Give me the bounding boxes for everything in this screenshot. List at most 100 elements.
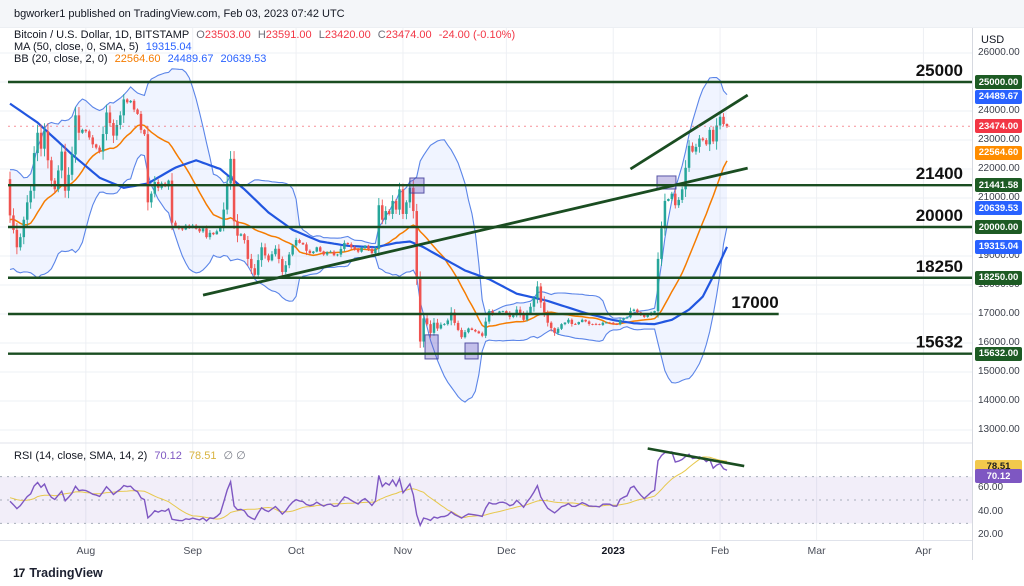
candle-body	[532, 298, 536, 307]
candle-body	[153, 182, 157, 194]
candle-body	[591, 323, 594, 325]
rsi-axis-badge[interactable]: 70.12	[975, 469, 1022, 484]
ma-legend[interactable]: MA (50, close, 0, SMA, 5) 19315.04	[14, 41, 196, 53]
ohlc-open-label: O	[196, 29, 205, 41]
candle-body	[287, 254, 291, 266]
rsi-legend[interactable]: RSI (14, close, SMA, 14, 2) 70.12 78.51 …	[14, 449, 250, 462]
candle-body	[694, 146, 698, 152]
candle-body	[222, 209, 225, 227]
price-axis-badge[interactable]: 22564.60	[975, 145, 1022, 160]
candle-body	[381, 205, 384, 220]
candle-body	[260, 247, 263, 261]
candle-body	[250, 258, 253, 269]
time-axis-label: Apr	[915, 545, 932, 557]
candle-body	[405, 202, 408, 214]
candle-body	[622, 318, 625, 320]
candle-body	[711, 129, 715, 142]
publish-info-text: bgworker1 published on TradingView.com, …	[14, 8, 345, 20]
chart-area[interactable]: 25000 21400 20000 18250 17000 15632	[0, 28, 972, 540]
price-axis-badge[interactable]: 23474.00	[975, 119, 1022, 134]
candle-body	[656, 258, 660, 312]
price-axis-badge[interactable]: 19315.04	[975, 239, 1022, 254]
order-block-box[interactable]	[464, 342, 479, 360]
candle-body	[594, 324, 598, 325]
candle-body	[15, 229, 19, 248]
candle-body	[443, 324, 446, 325]
candle-body	[36, 132, 39, 154]
ohlc-high-label: H	[257, 29, 266, 41]
trend-line[interactable]	[629, 93, 749, 171]
trend-line[interactable]	[202, 166, 748, 297]
candle-body	[725, 124, 729, 127]
candle-body	[577, 322, 581, 325]
candle-body	[32, 153, 36, 191]
price-axis-badge[interactable]: 15632.00	[975, 346, 1022, 361]
price-axis-badge[interactable]: 20639.53	[975, 201, 1022, 216]
price-axis[interactable]: USD 26000.00 24000.00 23000.00 22000.00 2100…	[972, 28, 1024, 560]
candle-body	[636, 309, 639, 313]
candle-body	[412, 187, 415, 212]
candle-body	[625, 317, 629, 319]
price-axis-label: 15000.00	[978, 366, 1020, 377]
price-axis-badge[interactable]: 18250.00	[975, 270, 1022, 285]
candle-body	[219, 227, 222, 232]
candle-body	[136, 109, 139, 114]
candle-body	[322, 251, 325, 255]
ma-legend-title[interactable]: MA (50, close, 0, SMA, 5)	[14, 41, 139, 53]
candle-body	[374, 248, 377, 254]
candle-body	[484, 321, 487, 336]
price-axis-label: 14000.00	[978, 395, 1020, 406]
candle-body	[570, 319, 574, 324]
candle-body	[39, 132, 43, 149]
candle-body	[246, 240, 250, 259]
candle-body	[670, 193, 674, 200]
candle-body	[25, 202, 29, 220]
chart-canvas[interactable]: 25000 21400 20000 18250 17000 15632	[0, 28, 972, 540]
ohlc-change: -24.00 (-0.10%)	[438, 29, 516, 41]
rsi-legend-title[interactable]: RSI (14, close, SMA, 14, 2)	[14, 450, 148, 462]
candle-body	[270, 254, 274, 261]
candle-body	[584, 319, 587, 322]
candle-body	[236, 221, 239, 236]
ma-legend-value: 19315.04	[145, 41, 192, 53]
candle-body	[46, 131, 50, 161]
candle-body	[198, 228, 201, 232]
candle-body	[332, 251, 336, 256]
bollinger-fill	[10, 68, 727, 403]
tradingview-brand[interactable]: 17 TradingView	[13, 566, 103, 580]
candle-body	[122, 99, 126, 116]
candle-body	[505, 311, 508, 314]
price-axis-badge[interactable]: 25000.00	[975, 75, 1022, 89]
price-axis-label: 22000.00	[978, 163, 1020, 174]
candle-body	[518, 309, 522, 315]
candle-body	[343, 242, 346, 249]
price-axis-badge[interactable]: 20000.00	[975, 220, 1022, 234]
candle-body	[456, 322, 460, 330]
candle-body	[312, 251, 315, 254]
rsi-trend-line[interactable]	[647, 447, 745, 468]
rsi-axis-label: 20.00	[978, 529, 1004, 541]
symbol-legend[interactable]: Bitcoin / U.S. Dollar, 1D, BITSTAMP O235…	[14, 29, 519, 41]
candle-body	[363, 245, 367, 248]
time-axis[interactable]: Aug Sep Oct Nov Dec 2023 Feb Mar Apr	[0, 540, 972, 560]
candle-body	[680, 189, 684, 200]
candle-body	[480, 333, 484, 336]
candle-body	[408, 187, 412, 203]
bb-legend-title[interactable]: BB (20, close, 2, 0)	[14, 53, 108, 65]
candle-body	[94, 144, 98, 148]
candle-body	[546, 312, 549, 323]
candle-body	[477, 331, 481, 334]
bb-legend[interactable]: BB (20, close, 2, 0) 22564.60 24489.67 2…	[14, 53, 270, 65]
candle-body	[294, 240, 298, 246]
order-block-box[interactable]	[424, 334, 439, 360]
candle-body	[446, 320, 450, 325]
ohlc-close-value: 23474.00	[385, 29, 432, 41]
candle-body	[601, 322, 605, 325]
price-axis-badge[interactable]: 24489.67	[975, 89, 1022, 104]
symbol-title[interactable]: Bitcoin / U.S. Dollar, 1D, BITSTAMP	[14, 29, 190, 41]
price-axis-badge[interactable]: 21441.58	[975, 178, 1022, 193]
candle-body	[70, 154, 74, 175]
candle-body	[418, 277, 422, 342]
candle-body	[346, 242, 350, 245]
candle-body	[43, 131, 46, 149]
